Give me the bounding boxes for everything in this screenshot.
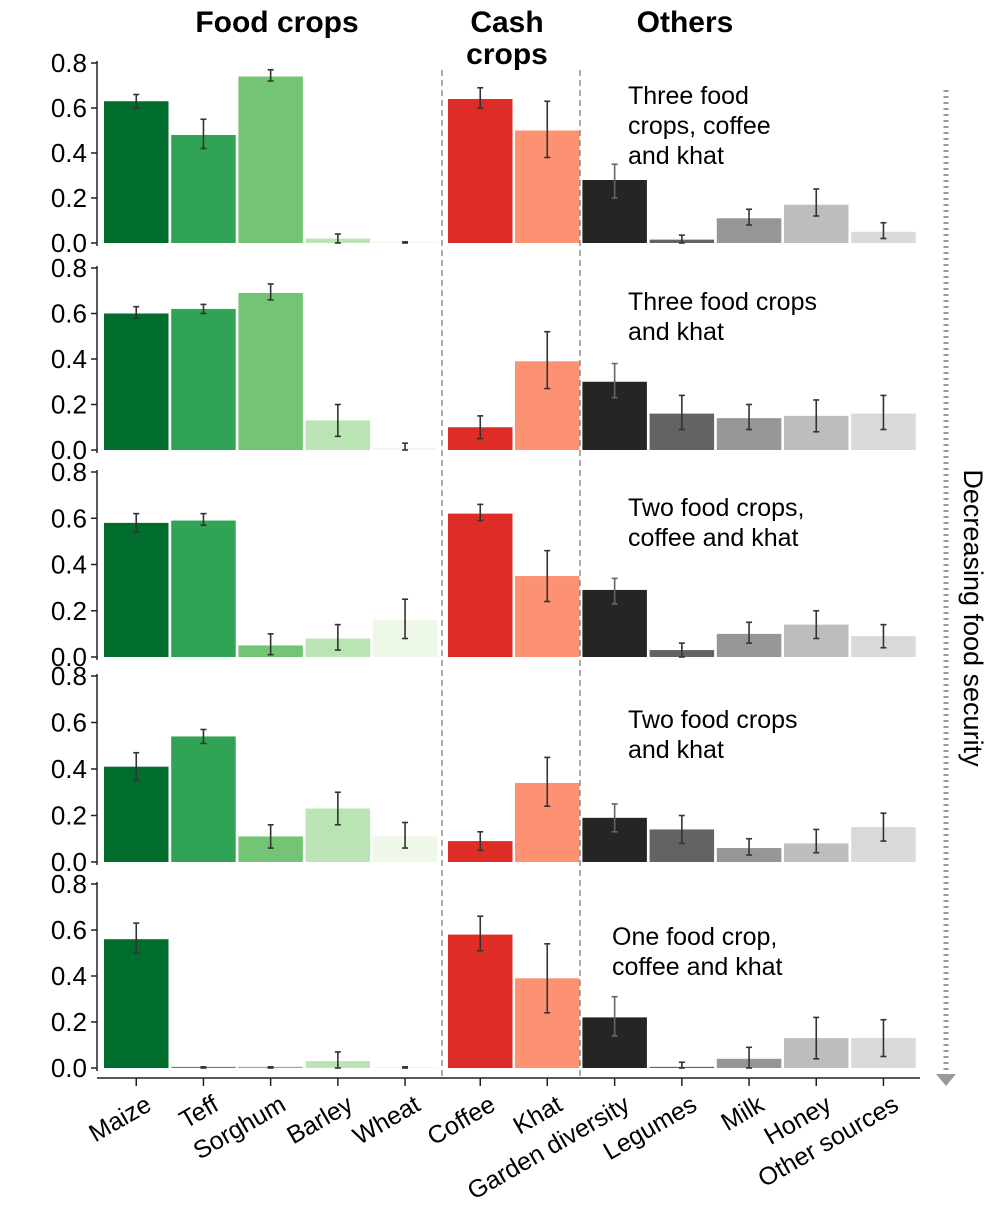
- group-title-line: Others: [637, 6, 734, 39]
- panel-label: Two food crops, coffee and khat: [628, 494, 804, 552]
- y-tick-label: 0.0: [51, 642, 87, 672]
- y-tick-label: 0.0: [51, 228, 87, 258]
- panel-label-line: and khat: [628, 318, 724, 346]
- y-tick-label: 0.4: [51, 344, 87, 374]
- x-tick-label: Wheat: [348, 1090, 425, 1150]
- panel-label-line: Three food crops: [628, 288, 817, 316]
- y-tick-label: 0.2: [51, 1007, 87, 1037]
- y-tick-label: 0.8: [51, 457, 87, 487]
- panel-label: One food crop, coffee and khat: [612, 923, 783, 981]
- bar: [238, 76, 303, 243]
- panel-label-line: coffee and khat: [612, 953, 783, 981]
- panel-label-line: and khat: [628, 142, 724, 170]
- group-title: Others: [637, 6, 734, 39]
- group-title: Food crops: [195, 6, 358, 39]
- bar: [104, 766, 169, 862]
- y-tick-label: 0.4: [51, 138, 87, 168]
- y-tick-label: 0.6: [51, 93, 87, 123]
- y-tick-label: 0.2: [51, 596, 87, 626]
- y-tick-label: 0.4: [51, 961, 87, 991]
- bar: [104, 313, 169, 450]
- trend-arrow-head: [936, 1074, 956, 1086]
- y-tick-label: 0.4: [51, 550, 87, 580]
- bar: [171, 736, 236, 862]
- panel-label-line: Two food crops: [628, 706, 798, 734]
- group-title-line: Food crops: [195, 6, 358, 39]
- y-tick-label: 0.6: [51, 915, 87, 945]
- y-tick-label: 0.6: [51, 708, 87, 738]
- y-tick-label: 0.2: [51, 390, 87, 420]
- side-label: Decreasing food security: [958, 469, 988, 767]
- bar: [448, 99, 513, 243]
- bar: [448, 841, 513, 862]
- panel-label-line: One food crop,: [612, 923, 777, 951]
- panel-label-line: Two food crops,: [628, 494, 804, 522]
- y-tick-label: 0.0: [51, 435, 87, 465]
- panel-label-line: and khat: [628, 736, 724, 764]
- panel: 0.0 0.2 0.4 0.6 0.8 Three food crops and khat: [51, 253, 916, 465]
- group-title-line: Cash: [470, 6, 543, 39]
- y-tick-label: 0.0: [51, 847, 87, 877]
- y-tick-label: 0.8: [51, 253, 87, 283]
- y-tick-label: 0.8: [51, 869, 87, 899]
- bar: [171, 308, 236, 450]
- bar: [716, 633, 782, 657]
- bar: [171, 520, 236, 657]
- y-tick-label: 0.4: [51, 754, 87, 784]
- panel-label-line: Three food: [628, 82, 749, 110]
- bar: [104, 522, 169, 657]
- bar: [104, 939, 169, 1068]
- group-title-line: crops: [466, 38, 548, 71]
- panel-label-line: coffee and khat: [628, 524, 799, 552]
- y-tick-label: 0.0: [51, 1053, 87, 1083]
- y-tick-label: 0.8: [51, 661, 87, 691]
- panel-label: Three food crops, coffee and khat: [628, 82, 771, 170]
- bar: [448, 934, 513, 1068]
- group-title: Cash crops: [466, 6, 548, 71]
- x-tick-label: Coffee: [423, 1090, 500, 1151]
- panel: 0.0 0.2 0.4 0.6 0.8 One food crop, coffee and …: [51, 869, 916, 1083]
- bar: [104, 101, 169, 243]
- bar: [448, 513, 513, 657]
- panel-label: Two food crops and khat: [628, 706, 798, 764]
- panel-label: Three food crops and khat: [628, 288, 817, 346]
- x-tick-label: Barley: [282, 1090, 358, 1150]
- x-tick-label: Maize: [84, 1090, 156, 1148]
- y-tick-label: 0.8: [51, 48, 87, 78]
- bar: [238, 293, 303, 450]
- panel: 0.0 0.2 0.4 0.6 0.8 Two food crops and khat: [51, 661, 916, 877]
- y-tick-label: 0.2: [51, 801, 87, 831]
- panel: 0.0 0.2 0.4 0.6 0.8 Two food crops, coffee and…: [51, 457, 916, 672]
- y-tick-label: 0.6: [51, 503, 87, 533]
- y-tick-label: 0.6: [51, 299, 87, 329]
- y-tick-label: 0.2: [51, 183, 87, 213]
- bar: [171, 135, 236, 243]
- panel-label-line: crops, coffee: [628, 112, 771, 140]
- panel: 0.0 0.2 0.4 0.6 0.8 Three food crops, coffee an…: [51, 48, 916, 258]
